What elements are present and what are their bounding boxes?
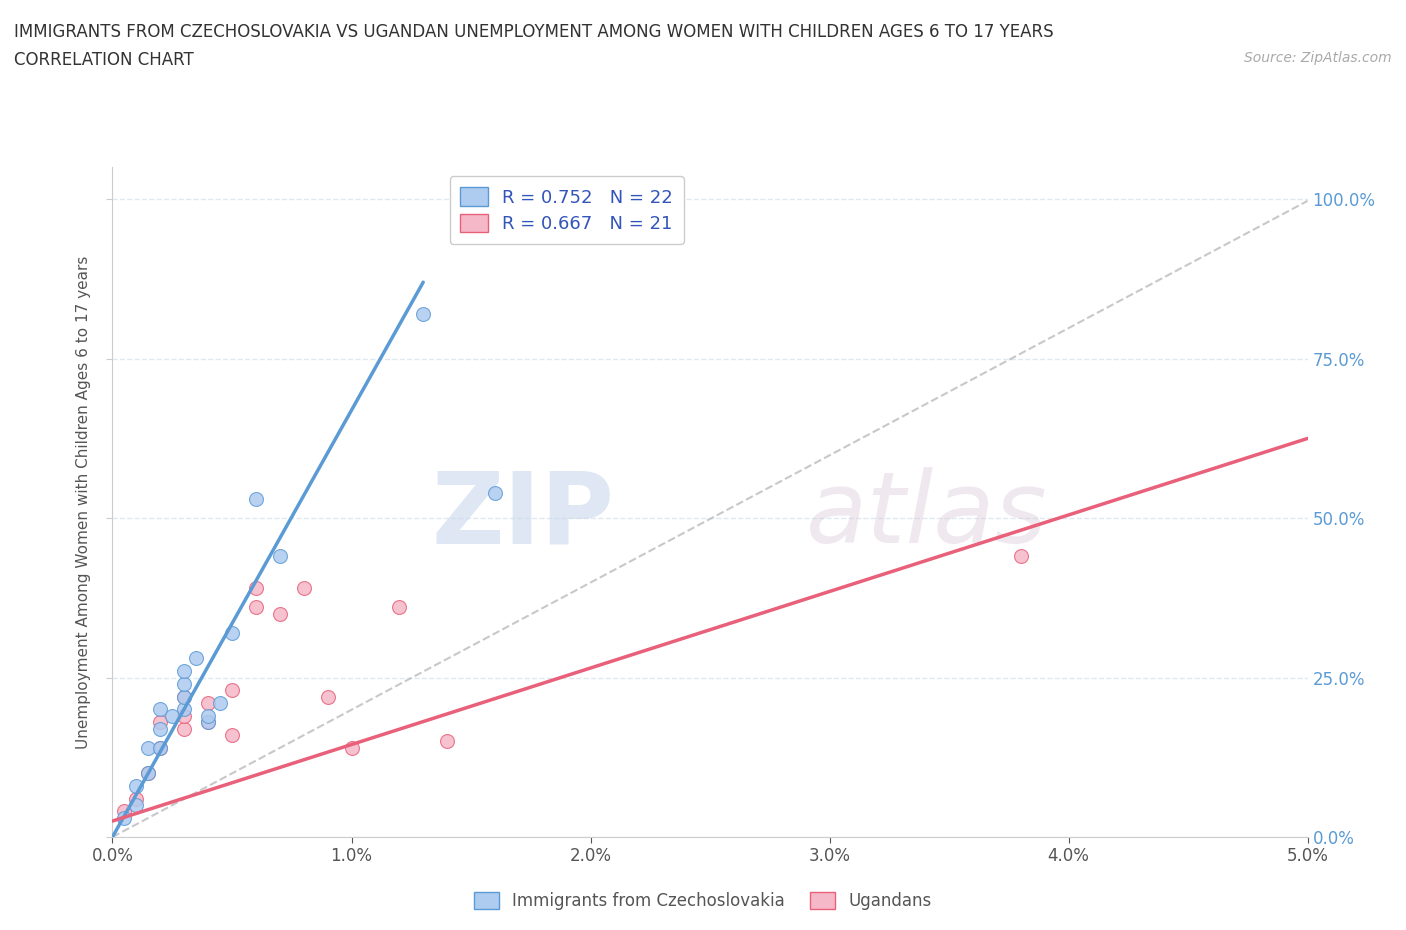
Point	[186, 651, 208, 666]
Point	[173, 709, 195, 724]
Point	[245, 600, 267, 615]
Point	[388, 600, 411, 615]
Point	[149, 702, 172, 717]
Point	[114, 810, 135, 825]
Point	[173, 689, 195, 704]
Point	[138, 765, 160, 780]
Point	[340, 740, 363, 755]
Legend: R = 0.752   N = 22, R = 0.667   N = 21: R = 0.752 N = 22, R = 0.667 N = 21	[450, 177, 683, 244]
Point	[138, 740, 160, 755]
Point	[221, 626, 243, 641]
Point	[173, 664, 195, 679]
Point	[173, 721, 195, 736]
Point	[197, 696, 219, 711]
Point	[436, 734, 458, 749]
Point	[197, 709, 219, 724]
Legend: Immigrants from Czechoslovakia, Ugandans: Immigrants from Czechoslovakia, Ugandans	[468, 885, 938, 917]
Point	[269, 549, 291, 564]
Point	[173, 676, 195, 691]
Point	[138, 765, 160, 780]
Text: ZIP: ZIP	[432, 467, 614, 565]
Point	[316, 689, 339, 704]
Text: CORRELATION CHART: CORRELATION CHART	[14, 51, 194, 69]
Point	[269, 606, 291, 621]
Point	[125, 778, 148, 793]
Point	[245, 492, 267, 507]
Point	[173, 689, 195, 704]
Point	[149, 721, 172, 736]
Y-axis label: Unemployment Among Women with Children Ages 6 to 17 years: Unemployment Among Women with Children A…	[76, 256, 91, 749]
Point	[197, 715, 219, 730]
Point	[125, 791, 148, 806]
Point	[221, 727, 243, 742]
Point	[1010, 549, 1032, 564]
Point	[149, 740, 172, 755]
Point	[149, 715, 172, 730]
Text: IMMIGRANTS FROM CZECHOSLOVAKIA VS UGANDAN UNEMPLOYMENT AMONG WOMEN WITH CHILDREN: IMMIGRANTS FROM CZECHOSLOVAKIA VS UGANDA…	[14, 23, 1053, 41]
Point	[412, 307, 434, 322]
Point	[173, 702, 195, 717]
Point	[149, 740, 172, 755]
Point	[162, 709, 183, 724]
Text: Source: ZipAtlas.com: Source: ZipAtlas.com	[1244, 51, 1392, 65]
Point	[484, 485, 506, 500]
Text: atlas: atlas	[806, 467, 1047, 565]
Point	[208, 696, 231, 711]
Point	[221, 683, 243, 698]
Point	[114, 804, 135, 819]
Point	[245, 581, 267, 596]
Point	[197, 715, 219, 730]
Point	[125, 798, 148, 813]
Point	[292, 581, 315, 596]
